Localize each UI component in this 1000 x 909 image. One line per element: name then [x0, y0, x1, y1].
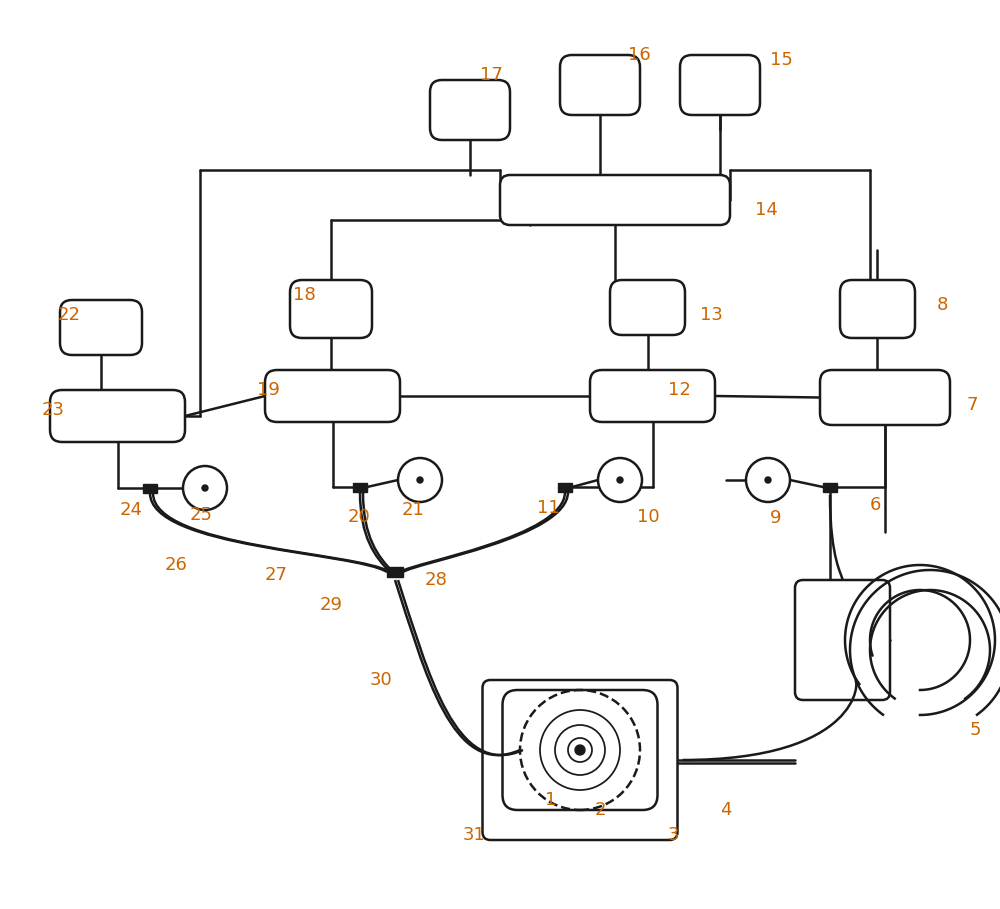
Text: 18: 18 [293, 286, 316, 304]
Text: 13: 13 [700, 306, 723, 324]
FancyBboxPatch shape [265, 370, 400, 422]
Circle shape [202, 485, 208, 491]
FancyBboxPatch shape [820, 370, 950, 425]
FancyBboxPatch shape [60, 300, 142, 355]
Circle shape [765, 477, 771, 483]
Circle shape [575, 745, 585, 755]
FancyBboxPatch shape [560, 55, 640, 115]
Text: 27: 27 [265, 566, 288, 584]
FancyBboxPatch shape [50, 390, 185, 442]
Bar [143, 484, 157, 493]
Text: 16: 16 [628, 46, 651, 64]
Bar [558, 483, 572, 492]
Text: 4: 4 [720, 801, 732, 819]
Circle shape [598, 458, 642, 502]
FancyBboxPatch shape [840, 280, 915, 338]
Circle shape [398, 458, 442, 502]
Text: 11: 11 [537, 499, 560, 517]
FancyBboxPatch shape [590, 370, 715, 422]
Text: 31: 31 [463, 826, 486, 844]
Circle shape [183, 466, 227, 510]
Text: 26: 26 [165, 556, 188, 574]
FancyBboxPatch shape [503, 690, 658, 810]
FancyBboxPatch shape [610, 280, 685, 335]
Text: 7: 7 [967, 396, 978, 414]
Circle shape [746, 458, 790, 502]
FancyBboxPatch shape [482, 680, 678, 840]
Bar [353, 483, 367, 492]
Text: 6: 6 [870, 496, 881, 514]
FancyBboxPatch shape [500, 175, 730, 225]
Text: 23: 23 [42, 401, 65, 419]
Text: 20: 20 [348, 508, 371, 526]
Text: 3: 3 [668, 826, 680, 844]
Bar [387, 567, 403, 577]
Text: 12: 12 [668, 381, 691, 399]
Text: 28: 28 [425, 571, 448, 589]
FancyBboxPatch shape [795, 580, 890, 700]
Circle shape [417, 477, 423, 483]
Text: 2: 2 [595, 801, 606, 819]
Text: 22: 22 [58, 306, 81, 324]
Text: 19: 19 [257, 381, 280, 399]
Text: 21: 21 [402, 501, 425, 519]
FancyBboxPatch shape [680, 55, 760, 115]
Text: 29: 29 [320, 596, 343, 614]
Text: 30: 30 [370, 671, 393, 689]
Text: 1: 1 [545, 791, 556, 809]
Text: 15: 15 [770, 51, 793, 69]
Text: 10: 10 [637, 508, 660, 526]
Text: 14: 14 [755, 201, 778, 219]
FancyBboxPatch shape [290, 280, 372, 338]
Text: 17: 17 [480, 66, 503, 84]
Text: 5: 5 [970, 721, 982, 739]
Text: 25: 25 [190, 506, 213, 524]
FancyBboxPatch shape [430, 80, 510, 140]
Text: 24: 24 [120, 501, 143, 519]
Bar [823, 483, 837, 492]
Text: 9: 9 [770, 509, 782, 527]
Text: 8: 8 [937, 296, 948, 314]
Circle shape [617, 477, 623, 483]
